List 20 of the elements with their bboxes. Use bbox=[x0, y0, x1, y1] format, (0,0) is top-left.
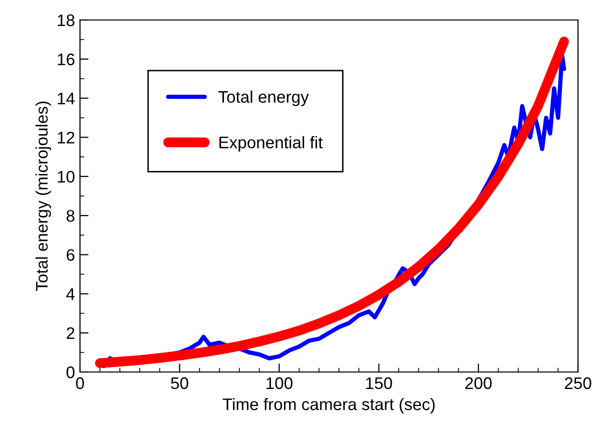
x-tick-label: 200 bbox=[465, 377, 492, 390]
y-tick-label: 12 bbox=[58, 132, 74, 144]
legend-label: Exponential fit bbox=[219, 136, 323, 152]
y-tick-label: 16 bbox=[58, 54, 74, 66]
y-tick-label: 10 bbox=[58, 170, 74, 183]
y-tick-label: 6 bbox=[66, 249, 74, 261]
y-tick-label: 2 bbox=[66, 327, 74, 339]
x-tick-label: 0 bbox=[76, 377, 84, 390]
y-tick-label: 0 bbox=[66, 366, 74, 378]
x-tick-label: 100 bbox=[266, 377, 292, 390]
y-tick-label: 18 bbox=[58, 14, 74, 26]
y-tick-label: 8 bbox=[66, 210, 74, 222]
x-tick-label: 150 bbox=[366, 377, 392, 390]
y-axis-title: Total energy (microjoules) bbox=[36, 102, 52, 292]
x-axis-title: Time from camera start (sec) bbox=[222, 398, 435, 414]
x-tick-label: 250 bbox=[564, 377, 592, 390]
y-tick-label: 14 bbox=[58, 92, 75, 104]
legend-label: Total energy bbox=[218, 90, 309, 106]
y-tick-label: 4 bbox=[66, 288, 75, 300]
x-tick-label: 50 bbox=[171, 377, 188, 390]
